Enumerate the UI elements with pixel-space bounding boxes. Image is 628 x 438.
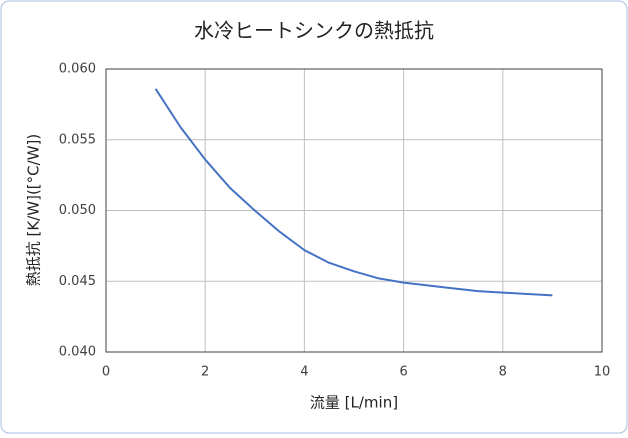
x-tick-label: 4 (300, 365, 308, 380)
y-tick-label: 0.045 (59, 274, 96, 289)
chart-title: 水冷ヒートシンクの熱抵抗 (194, 19, 434, 43)
y-tick-label: 0.055 (59, 132, 96, 147)
x-tick-label: 0 (102, 365, 110, 380)
x-axis-label: 流量 [L/min] (310, 394, 398, 412)
data-line (154, 88, 553, 297)
y-tick-label: 0.040 (59, 345, 96, 360)
x-tick-label: 8 (499, 365, 507, 380)
y-axis-label: 熱抵抗 [K/W]([°C/W]) (25, 134, 43, 286)
x-tick-label: 10 (594, 365, 611, 380)
x-tick-label: 6 (399, 365, 407, 380)
y-tick-label: 0.050 (59, 203, 96, 218)
y-tick-label: 0.060 (59, 62, 96, 77)
x-tick-label: 2 (201, 365, 209, 380)
plot-border (105, 68, 603, 353)
